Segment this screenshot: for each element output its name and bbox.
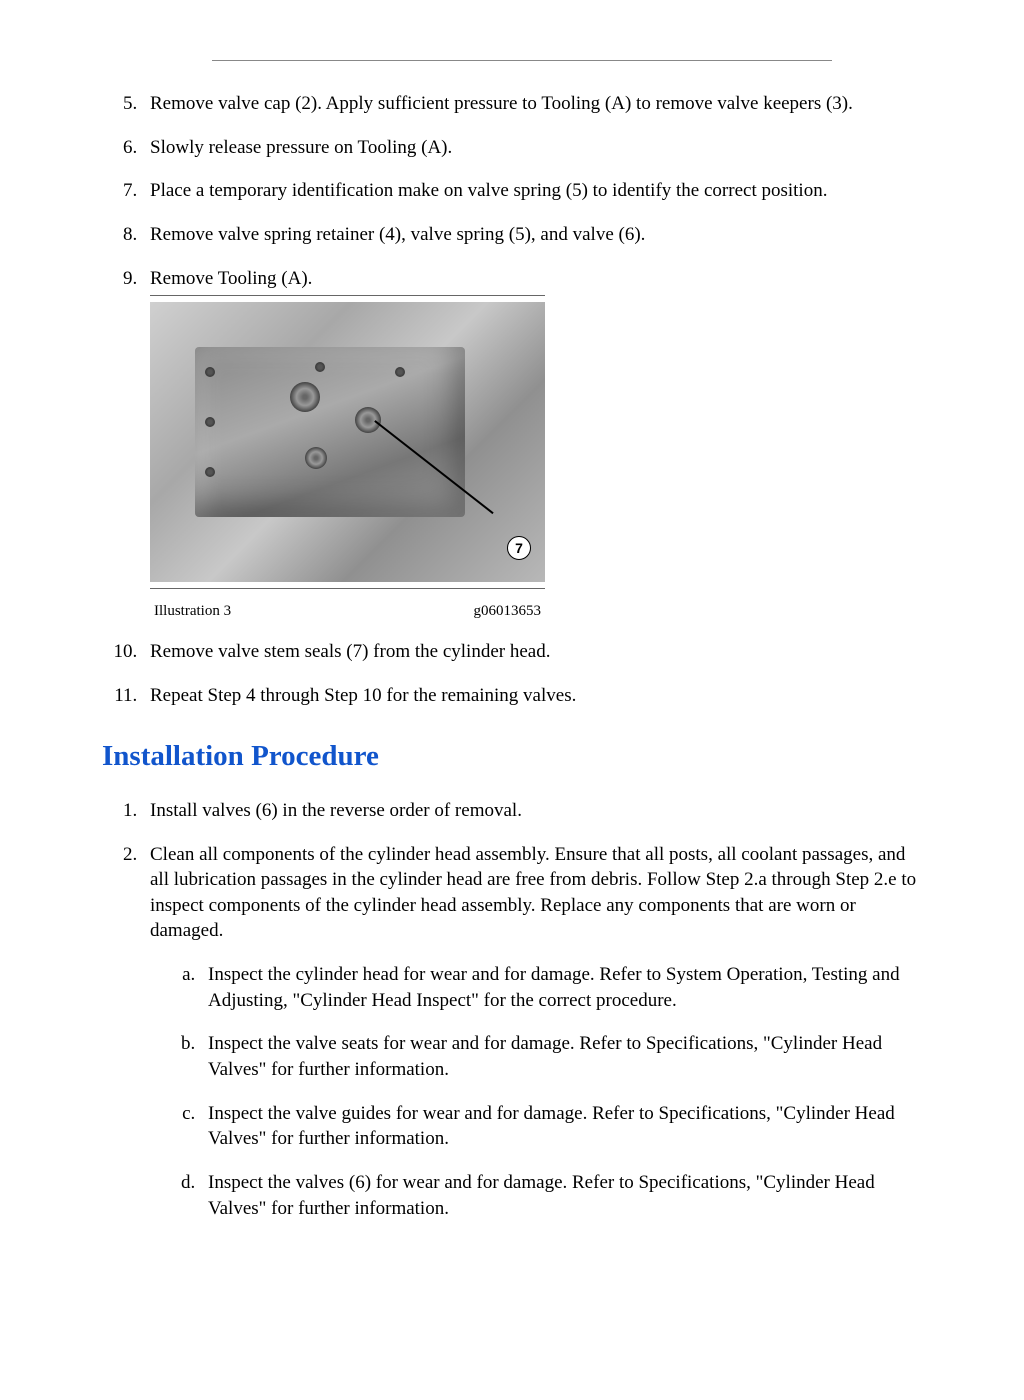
removal-step: Place a temporary identification make on…	[142, 178, 922, 204]
removal-steps-list: Remove valve cap (2). Apply sufficient p…	[102, 91, 922, 709]
installation-substep: Inspect the cylinder head for wear and f…	[200, 962, 922, 1013]
illustration-label: Illustration 3	[154, 601, 231, 621]
section-divider	[212, 60, 832, 61]
callout-7: 7	[507, 536, 531, 560]
installation-substep: Inspect the valves (6) for wear and for …	[200, 1170, 922, 1221]
removal-step: Remove valve cap (2). Apply sufficient p…	[142, 91, 922, 117]
cylinder-head-image: 7	[150, 302, 545, 582]
removal-step: Slowly release pressure on Tooling (A).	[142, 135, 922, 161]
removal-step: Remove Tooling (A).7Illustration 3g06013…	[142, 266, 922, 622]
installation-steps-list: Install valves (6) in the reverse order …	[102, 798, 922, 1221]
removal-step: Remove valve stem seals (7) from the cyl…	[142, 639, 922, 665]
removal-step: Repeat Step 4 through Step 10 for the re…	[142, 683, 922, 709]
installation-heading: Installation Procedure	[102, 737, 922, 776]
removal-step: Remove valve spring retainer (4), valve …	[142, 222, 922, 248]
installation-substeps: Inspect the cylinder head for wear and f…	[150, 962, 922, 1221]
illustration-id: g06013653	[474, 601, 542, 621]
illustration-3-figure: 7 Illustration 3 g06013653	[150, 295, 545, 621]
installation-substep: Inspect the valve guides for wear and fo…	[200, 1101, 922, 1152]
installation-step: Install valves (6) in the reverse order …	[142, 798, 922, 824]
installation-substep: Inspect the valve seats for wear and for…	[200, 1031, 922, 1082]
installation-step: Clean all components of the cylinder hea…	[142, 842, 922, 1222]
